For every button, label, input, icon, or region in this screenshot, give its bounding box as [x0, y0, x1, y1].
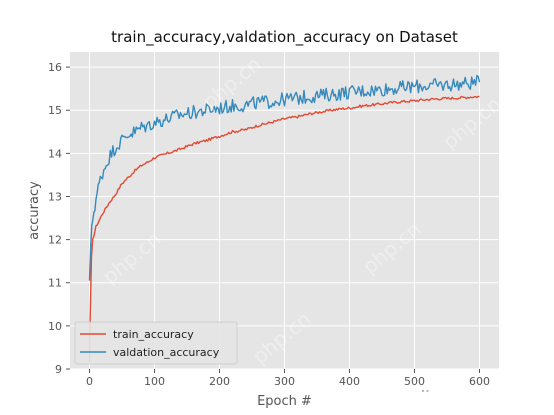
y-tick-label: 13 [48, 190, 62, 203]
y-tick-label: 12 [48, 234, 62, 247]
caption-text: 最新医学影像技术 [437, 384, 533, 399]
legend: train_accuracy valdation_accuracy [74, 321, 238, 365]
y-axis-label: accuracy [27, 181, 42, 240]
x-grid [89, 52, 480, 369]
series-layer [88, 74, 481, 363]
wechat-icon [418, 385, 432, 399]
x-axis-label: Epoch # [257, 394, 312, 409]
y-tick-label: 16 [48, 61, 62, 74]
x-tick-label: 600 [469, 375, 490, 388]
x-tick-label: 500 [404, 375, 425, 388]
legend-box [74, 321, 238, 365]
x-tick-label: 100 [144, 375, 165, 388]
y-tick-label: 9 [55, 363, 62, 376]
y-tick-label: 14 [48, 147, 62, 160]
y-tick-label: 15 [48, 104, 62, 117]
x-tick-label: 0 [86, 375, 93, 388]
wechat-icon-eye [421, 389, 425, 393]
y-axis-ticks: 9 10 11 12 13 14 15 16 [48, 61, 70, 376]
legend-label-validation: valdation_accuracy [113, 346, 220, 359]
y-tick-label: 11 [48, 277, 62, 290]
series-line-validation [88, 74, 481, 281]
x-tick-label: 200 [209, 375, 230, 388]
series-line-train [88, 95, 480, 363]
legend-label-train: train_accuracy [113, 328, 194, 341]
x-tick-label: 400 [339, 375, 360, 388]
x-tick-label: 300 [274, 375, 295, 388]
y-tick-label: 10 [48, 320, 62, 333]
wechat-caption: 最新医学影像技术 [418, 384, 533, 399]
chart-title: train_accuracy,valdation_accuracy on Dat… [111, 28, 458, 47]
x-axis-ticks: 0 100 200 300 400 500 600 [86, 369, 490, 388]
wechat-icon-eye [426, 389, 429, 393]
